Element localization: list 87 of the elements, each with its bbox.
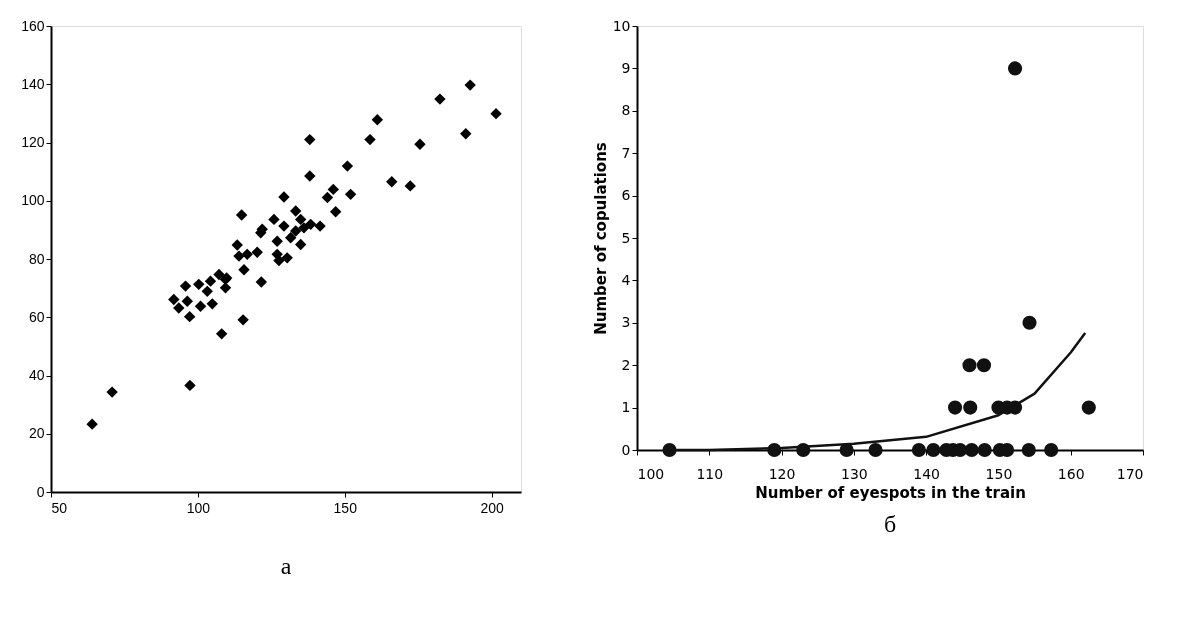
point — [238, 264, 250, 276]
y-tick-label: 9 — [621, 59, 631, 76]
y-tick-label: 7 — [621, 144, 631, 161]
x-tick-label: 130 — [840, 465, 868, 482]
point — [278, 191, 290, 203]
y-tick-label: 10 — [612, 17, 631, 34]
y-tick-label: 120 — [21, 134, 45, 150]
x-tick-label: 110 — [696, 465, 724, 482]
point — [179, 280, 192, 292]
point — [281, 252, 293, 264]
point — [321, 191, 334, 204]
y-tick-label: 1 — [621, 399, 631, 416]
x-tick-label: 170 — [1116, 465, 1144, 482]
point — [86, 418, 98, 430]
y-tick-label: 5 — [621, 229, 631, 246]
point — [201, 285, 213, 298]
y-tick-label: 2 — [621, 356, 631, 373]
point — [184, 379, 196, 392]
point — [329, 206, 342, 218]
y-tick-label: 100 — [21, 192, 45, 209]
point — [278, 220, 290, 232]
point — [364, 133, 376, 146]
y-tick-label: 140 — [21, 75, 45, 92]
point — [241, 248, 253, 261]
point — [285, 232, 297, 244]
point — [173, 302, 185, 314]
x-tick-label: 140 — [913, 465, 941, 482]
point — [304, 218, 317, 231]
point — [206, 298, 218, 310]
point — [414, 138, 426, 150]
x-tick-label: 150 — [985, 465, 1013, 482]
x-tick-label: 120 — [768, 465, 796, 482]
y-tick-label: 0 — [621, 441, 631, 458]
y-tick-label: 20 — [28, 425, 45, 442]
x-tick-label: 200 — [480, 499, 505, 516]
point — [215, 328, 228, 340]
point — [255, 276, 268, 288]
point — [106, 386, 118, 398]
point — [235, 209, 248, 221]
point — [213, 268, 225, 281]
x-tick-label: 150 — [333, 499, 358, 516]
point — [404, 180, 416, 192]
point — [464, 79, 476, 91]
point — [294, 238, 307, 251]
point — [304, 170, 316, 182]
point — [268, 213, 280, 226]
x-tick-label: 100 — [637, 465, 665, 482]
point — [193, 278, 205, 291]
point — [289, 205, 302, 217]
point — [327, 183, 339, 196]
point — [386, 176, 398, 188]
point — [460, 128, 472, 140]
point — [341, 160, 354, 172]
y-tick-label: 3 — [621, 314, 631, 331]
point — [231, 239, 243, 251]
point — [204, 275, 217, 287]
point — [289, 225, 302, 237]
point — [314, 220, 326, 232]
point — [294, 213, 307, 226]
y-axis-title: Number of copulations — [591, 142, 610, 335]
y-tick-label: 6 — [621, 187, 631, 204]
point — [233, 250, 245, 262]
point — [271, 235, 283, 247]
y-tick-label: 40 — [28, 367, 45, 383]
point — [237, 314, 249, 326]
y-tick-label: 0 — [36, 483, 45, 500]
point — [183, 310, 196, 323]
point — [181, 295, 193, 307]
x-tick-label: 50 — [51, 499, 68, 516]
y-tick-label: 8 — [621, 102, 631, 119]
x-tick-label: 160 — [1057, 465, 1085, 482]
text: б — [883, 511, 897, 537]
point — [344, 188, 357, 201]
y-tick-label: 4 — [621, 271, 631, 288]
point — [168, 293, 180, 306]
y-tick-label: 80 — [28, 250, 45, 267]
point — [434, 93, 446, 105]
y-tick-label: 160 — [21, 17, 45, 34]
point — [194, 300, 207, 312]
point — [304, 133, 316, 146]
text: а — [280, 553, 292, 579]
y-tick-label: 60 — [28, 308, 45, 325]
x-tick-label: 100 — [186, 499, 211, 516]
point — [490, 107, 502, 120]
x-axis-title: Number of eyespots in the train — [755, 483, 1026, 502]
point — [371, 114, 384, 126]
point — [251, 246, 263, 258]
